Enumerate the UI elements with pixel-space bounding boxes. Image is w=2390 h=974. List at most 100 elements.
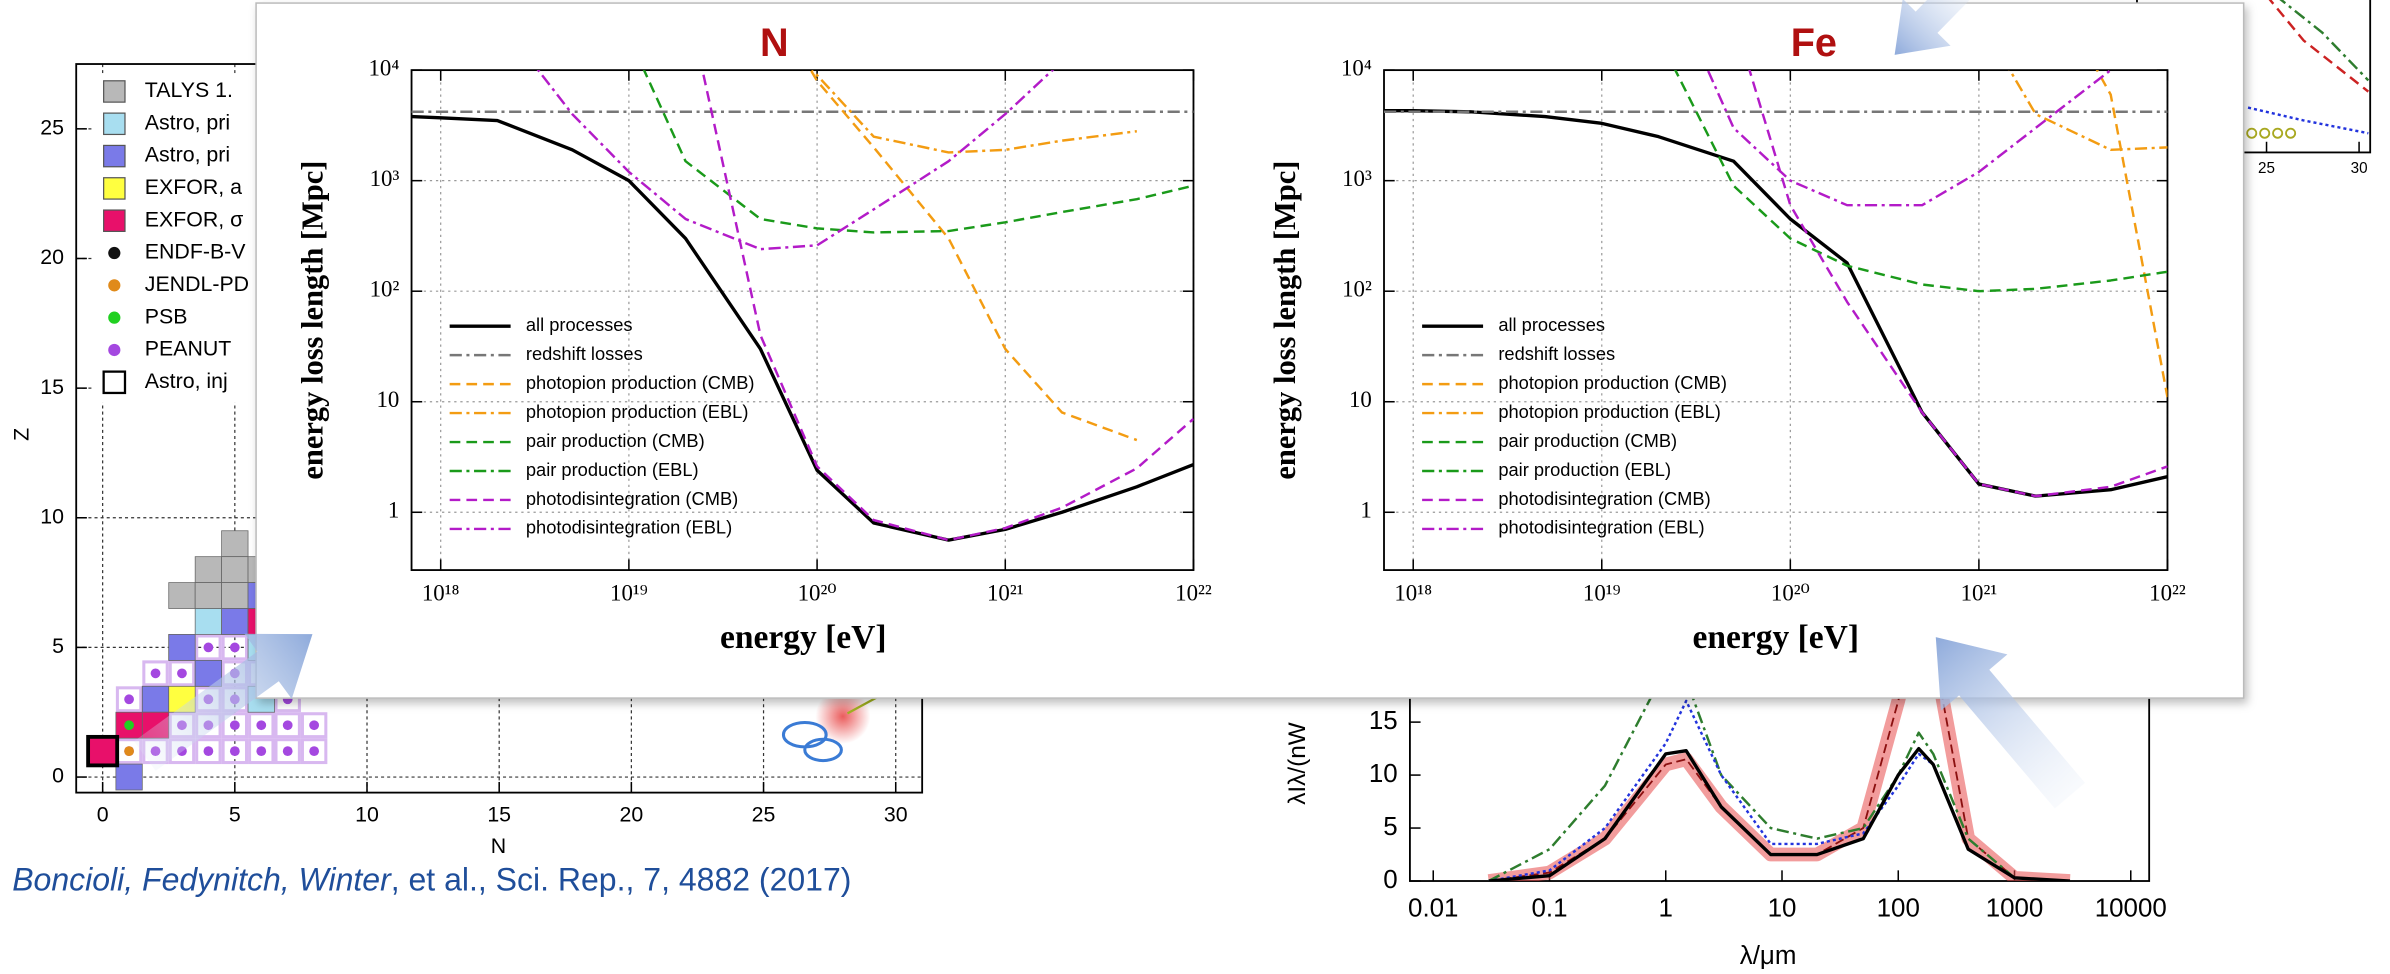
y-tick-label: 10 — [40, 504, 64, 528]
legend-label: photopion production (CMB) — [526, 372, 755, 393]
y-tick-label: 10³ — [1342, 166, 1372, 191]
cell-outline — [248, 738, 275, 765]
legend-label: redshift losses — [526, 343, 643, 364]
y-axis-label: Z — [10, 428, 34, 441]
line — [809, 70, 1138, 442]
cell-outline — [300, 712, 328, 739]
y-tick-label: 10² — [370, 276, 400, 301]
legend-marker — [103, 144, 126, 168]
cell — [194, 659, 222, 687]
plot-area — [411, 70, 1194, 542]
x-tick-label: 10²² — [2149, 580, 2186, 605]
legend-marker — [103, 177, 126, 200]
line — [2279, 0, 2370, 82]
cell-outline — [300, 738, 328, 765]
cell — [221, 582, 249, 609]
cell — [221, 530, 249, 558]
chart-title: N — [760, 21, 789, 65]
legend-label: PSB — [145, 304, 188, 328]
point — [2246, 127, 2258, 139]
legend-marker — [103, 112, 126, 136]
x-tick-label: 15 — [487, 803, 511, 827]
cell-outline — [274, 738, 301, 765]
citation-authors: Boncioli, Fedynitch, Winter — [12, 862, 392, 898]
x-tick-label: 25 — [752, 803, 776, 827]
legend-label: photodisintegration (CMB) — [1498, 488, 1710, 509]
y-tick-label: 1 — [1360, 498, 1371, 523]
cell — [194, 608, 222, 635]
line — [1488, 667, 2071, 882]
point — [124, 720, 134, 731]
legend-label: all processes — [526, 314, 633, 335]
legend-label: photopion production (EBL) — [526, 401, 749, 422]
cell-outline — [221, 738, 249, 765]
cell-outline — [221, 712, 249, 739]
legend-label: redshift losses — [1498, 343, 1615, 364]
line — [1706, 70, 2112, 207]
legend-label: pair production (CMB) — [1498, 430, 1677, 451]
citation: Boncioli, Fedynitch, Winter, et al., Sci… — [12, 862, 851, 898]
legend-label: Astro, inj — [145, 369, 228, 393]
point — [229, 720, 240, 731]
line — [2247, 106, 2369, 135]
point — [203, 642, 214, 653]
cell-outline — [142, 660, 169, 687]
legend-label: ENDF-B-V — [145, 240, 246, 264]
y-tick-label: 10 — [1349, 387, 1372, 412]
y-tick-label: 10³ — [370, 166, 400, 191]
y-tick-label: 10² — [1342, 276, 1372, 301]
cell — [89, 737, 117, 765]
plot-frame — [410, 69, 1195, 571]
line — [1748, 70, 2168, 498]
cell — [168, 634, 196, 661]
y-tick-label: 15 — [40, 375, 64, 399]
nucleus-illustration — [781, 688, 885, 763]
point — [203, 746, 214, 757]
arrow — [133, 633, 313, 771]
x-tick-label: 30 — [884, 803, 908, 827]
x-tick-label: 100 — [1877, 894, 1920, 922]
chart: 10¹⁸ 10¹⁹ 10²⁰ 10²¹ 10²² 1 10 10² 10³ 10⁴ all proc… — [1268, 21, 2186, 656]
legend-marker — [102, 370, 127, 395]
cell-outline — [274, 712, 301, 739]
chart-title: Fe — [1791, 21, 1837, 65]
y-tick-label: 20 — [40, 245, 64, 269]
legend-label: PEANUT — [145, 337, 232, 361]
x-tick-label: 10²¹ — [987, 580, 1024, 605]
citation-rest: , et al., Sci. Rep., 7, 4882 (2017) — [391, 862, 852, 898]
line — [2095, 70, 2168, 398]
legend-label: EXFOR, a — [145, 175, 242, 199]
legend-marker — [108, 311, 121, 324]
point — [2285, 127, 2297, 139]
x-tick-label: 10¹⁹ — [1583, 580, 1621, 605]
cell — [221, 556, 249, 583]
line — [2008, 70, 2168, 152]
x-tick-label: 10 — [355, 803, 379, 827]
cell-outline — [195, 634, 222, 661]
point — [150, 668, 161, 679]
legend-label: photodisintegration (EBL) — [526, 517, 732, 538]
y-tick-label: 10 — [1369, 760, 1398, 788]
open-cell — [86, 734, 120, 768]
legend-label: pair production (EBL) — [526, 459, 699, 480]
point — [229, 746, 240, 757]
legend: all processes redshift losses photopion pr… — [449, 314, 755, 538]
arrow — [1894, 0, 1970, 55]
legend-label: all processes — [1498, 314, 1605, 335]
y-tick-label: 1 — [388, 498, 399, 523]
point — [2259, 127, 2271, 139]
legend-label: Astro, pri — [145, 110, 230, 134]
point — [229, 642, 240, 653]
point — [309, 746, 320, 757]
legend-label: pair production (EBL) — [1498, 459, 1671, 480]
legend-label: pair production (CMB) — [526, 430, 705, 451]
x-tick-label: 10¹⁸ — [1394, 580, 1432, 605]
legend-label: Astro, pri — [145, 143, 230, 167]
y-axis-label: energy loss length [Mpc] — [1268, 161, 1302, 480]
point — [282, 720, 293, 731]
x-tick-label: 10²² — [1175, 580, 1212, 605]
point — [2272, 127, 2284, 139]
line — [1488, 699, 2071, 882]
